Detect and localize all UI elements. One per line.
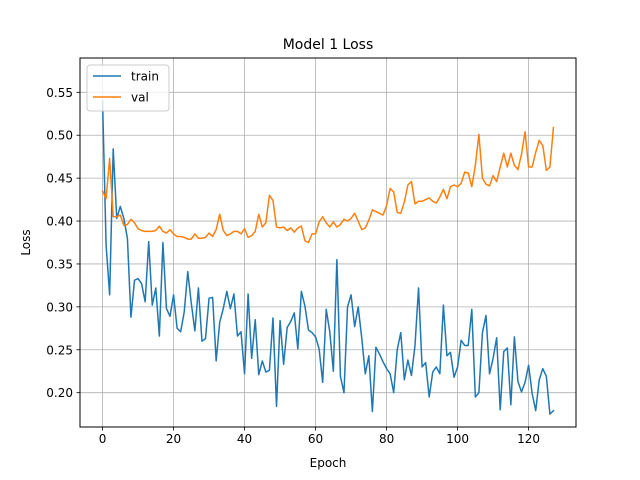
chart-title: Model 1 Loss [283, 37, 374, 53]
legend: train val [86, 64, 170, 112]
x-axis-label: Epoch [310, 456, 347, 470]
x-tick-label: 40 [237, 432, 252, 446]
plot-frame [79, 57, 577, 428]
y-tick-label: 0.30 [46, 300, 73, 314]
x-tick-label: 20 [166, 432, 181, 446]
x-tick-label: 60 [308, 432, 323, 446]
y-tick-label: 0.25 [46, 343, 73, 357]
x-tick-label: 120 [517, 432, 540, 446]
x-tick-label: 100 [446, 432, 469, 446]
y-axis-label: Loss [19, 229, 33, 255]
plot-series [101, 100, 555, 415]
y-tick-label: 0.55 [46, 86, 73, 100]
y-tick-label: 0.45 [46, 172, 73, 186]
y-tick-label: 0.20 [46, 386, 73, 400]
train-series-line [101, 100, 555, 415]
y-tick-label: 0.35 [46, 257, 73, 271]
val-series-line [101, 126, 555, 244]
y-tick-label: 0.50 [46, 129, 73, 143]
axis-ticks: 0 20 40 60 80 100 120 0.20 0.25 0.30 0.35 0.40 0.45 0… [46, 86, 540, 446]
x-tick-label: 0 [99, 432, 107, 446]
grid [80, 58, 576, 427]
legend-val-label: val [131, 91, 149, 105]
y-tick-label: 0.40 [46, 215, 73, 229]
legend-train-label: train [131, 70, 159, 84]
x-tick-label: 80 [379, 432, 394, 446]
